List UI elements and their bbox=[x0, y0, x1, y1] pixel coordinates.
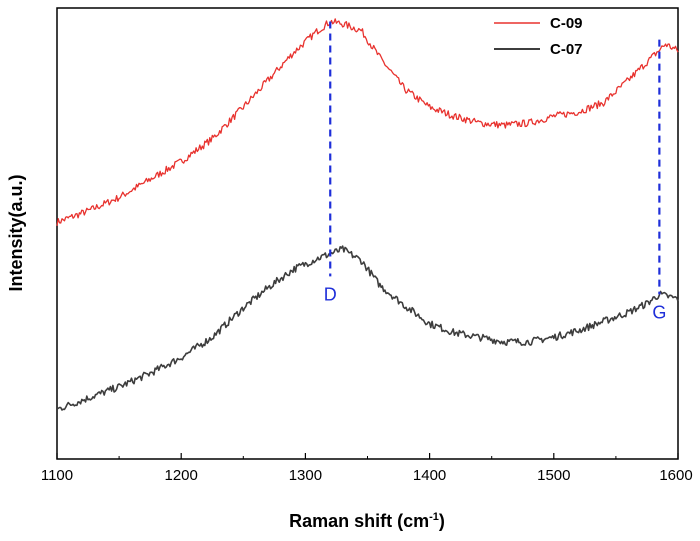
peak-label-g: G bbox=[652, 302, 666, 322]
x-axis-title-superscript: -1 bbox=[429, 511, 439, 523]
x-ticks: 1100 1200 1300 1400 1500 1600 bbox=[41, 453, 693, 484]
legend-label-c09: C-09 bbox=[550, 15, 583, 32]
x-tick-label-1300: 1300 bbox=[289, 467, 322, 484]
annotation-layer: DG bbox=[324, 21, 666, 322]
series-line-c-09 bbox=[56, 18, 679, 226]
legend-label-c07: C-07 bbox=[550, 41, 583, 58]
x-axis-title-close: ) bbox=[439, 511, 445, 531]
x-tick-label-1200: 1200 bbox=[165, 467, 198, 484]
y-axis-title: Intensity(a.u.) bbox=[6, 174, 26, 291]
legend: C-09 C-07 bbox=[494, 15, 583, 58]
series-line-c-07 bbox=[56, 245, 679, 411]
x-tick-label-1100: 1100 bbox=[41, 467, 73, 484]
peak-label-d: D bbox=[324, 284, 337, 304]
x-axis-title: Raman shift (cm-1) bbox=[289, 511, 445, 531]
x-axis-title-main: Raman shift (cm bbox=[289, 511, 429, 531]
series-layer bbox=[56, 18, 679, 411]
x-tick-label-1400: 1400 bbox=[413, 467, 446, 484]
plot-frame bbox=[56, 7, 679, 460]
x-tick-label-1500: 1500 bbox=[537, 467, 570, 484]
x-tick-label-1600: 1600 bbox=[659, 467, 692, 484]
